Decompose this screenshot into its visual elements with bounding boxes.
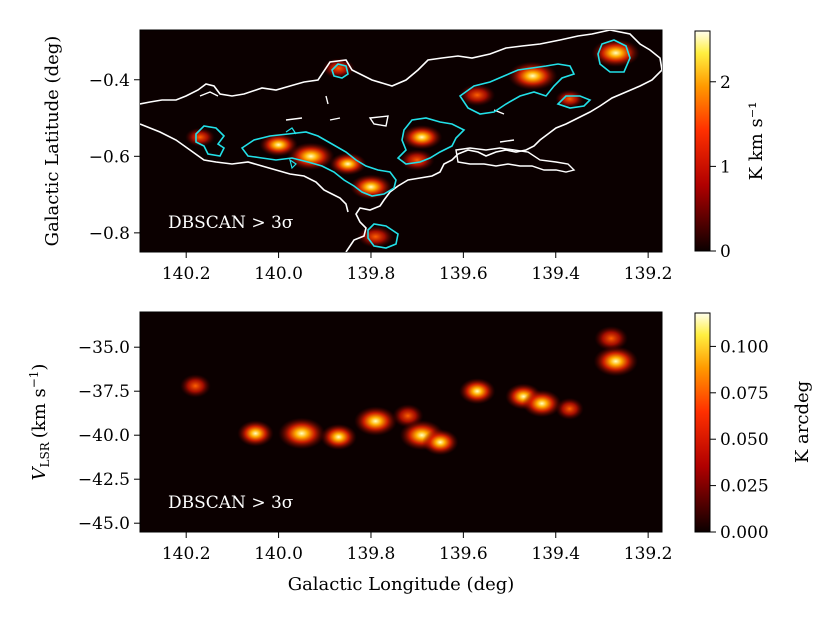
white-contour: [140, 30, 662, 252]
y-tick-label: −42.5: [78, 470, 130, 490]
emission-peak: [507, 61, 558, 91]
bottom-emission-layer: [180, 326, 639, 456]
colorbar-tick-label: 0: [720, 242, 731, 262]
emission-peak: [349, 174, 393, 200]
bottom-colorbar-label: K arcdeg: [792, 381, 813, 463]
colorbar-tick-label: 2: [720, 73, 731, 93]
x-tick-label: 139.8: [347, 264, 396, 284]
x-tick-label: 139.2: [624, 544, 673, 564]
bottom-x-axis: 140.2 140.0 139.8 139.6 139.4 139.2: [162, 532, 673, 564]
bottom-colorbar-ticks: 0.000 0.025 0.050 0.075 0.100: [710, 337, 769, 543]
x-tick-label: 140.2: [162, 544, 211, 564]
y-tick-label: −40.0: [78, 426, 130, 446]
emission-peak: [459, 378, 496, 405]
emission-peak: [322, 58, 355, 79]
emission-peak: [354, 406, 398, 436]
y-tick-label: −35.0: [78, 338, 130, 358]
y-tick-label: −0.6: [89, 147, 130, 167]
bottom-annotation: DBSCAN > 3σ: [168, 493, 294, 513]
x-tick-label: 140.0: [254, 264, 303, 284]
x-tick-label: 139.6: [439, 264, 488, 284]
top-annotation: DBSCAN > 3σ: [168, 213, 294, 233]
white-contour-right: [455, 147, 576, 173]
bottom-colorbar-scale: [694, 312, 711, 533]
top-emission-layer: [185, 38, 640, 248]
white-contour-bits: [199, 91, 515, 143]
bottom-colorbar: 0.000 0.025 0.050 0.075 0.100 K arcdeg: [694, 312, 813, 543]
emission-peak: [185, 127, 215, 147]
cyan-contour: [331, 63, 349, 79]
colorbar-tick-label: 0.000: [720, 523, 769, 543]
emission-peak: [278, 417, 326, 450]
emission-peak: [237, 420, 274, 447]
x-tick-label: 139.2: [624, 264, 673, 284]
x-tick-label: 140.0: [254, 544, 303, 564]
emission-peak: [259, 133, 298, 157]
bottom-x-axis-title: Galactic Longitude (deg): [288, 574, 515, 595]
emission-peak: [320, 423, 357, 451]
top-colorbar-ticks: 0 1 2: [710, 73, 731, 262]
colorbar-tick-label: 0.025: [720, 477, 769, 497]
cyan-contour: [195, 125, 226, 157]
top-y-axis: −0.4 −0.6 −0.8: [89, 71, 140, 244]
x-tick-label: 139.4: [531, 264, 580, 284]
bottom-y-axis-title: VLSR(km s−1): [27, 364, 52, 481]
colorbar-tick-label: 1: [720, 157, 731, 177]
emission-peak: [555, 397, 584, 420]
cyan-contour: [367, 223, 399, 249]
emission-peak: [555, 89, 584, 109]
y-tick-label: −37.5: [78, 382, 130, 402]
emission-peak: [399, 149, 435, 171]
top-colorbar: 0 1 2 K km s⁻¹: [694, 30, 767, 262]
x-tick-label: 139.6: [439, 544, 488, 564]
cyan-contour: [556, 95, 592, 109]
cyan-contour: [597, 39, 631, 73]
y-tick-label: −0.4: [89, 71, 130, 91]
top-y-axis-title: Galactic Latitude (deg): [42, 36, 63, 247]
bottom-panel: DBSCAN > 3σ 140.2 140.0 139.8 139.6 139.4 139…: [27, 311, 673, 595]
emission-peak: [422, 429, 459, 456]
top-plot-area: [139, 29, 663, 253]
top-colorbar-label: K km s⁻¹: [746, 102, 767, 181]
cyan-contour: [396, 117, 466, 165]
x-tick-label: 139.8: [347, 544, 396, 564]
bottom-y-axis: −35.0 −37.5 −40.0 −42.5 −45.0: [78, 338, 140, 534]
emission-peak: [329, 152, 367, 176]
cyan-contour: [458, 63, 576, 115]
cyan-contour: [285, 127, 297, 170]
emission-peak: [522, 389, 562, 418]
emission-peak: [594, 326, 628, 351]
y-tick-label: −0.8: [89, 224, 130, 244]
colorbar-tick-label: 0.100: [720, 337, 769, 357]
top-colorbar-scale: [694, 30, 711, 252]
top-x-axis: 140.2 140.0 139.8 139.6 139.4 139.2: [162, 252, 673, 284]
emission-peak: [591, 38, 640, 68]
y-tick-label: −45.0: [78, 514, 130, 534]
emission-peak: [287, 142, 335, 171]
emission-peak: [401, 124, 443, 150]
colorbar-tick-label: 0.075: [720, 384, 769, 404]
colorbar-tick-label: 0.050: [720, 430, 769, 450]
emission-peak: [180, 374, 211, 398]
white-contour-lower: [140, 123, 349, 213]
x-tick-label: 139.4: [531, 544, 580, 564]
emission-peak: [593, 346, 639, 377]
emission-peak: [357, 225, 394, 248]
x-tick-label: 140.2: [162, 264, 211, 284]
cyan-contour: [240, 131, 397, 197]
top-panel: DBSCAN > 3σ 140.2 140.0 139.8 139.6 139.4 139…: [42, 29, 673, 284]
